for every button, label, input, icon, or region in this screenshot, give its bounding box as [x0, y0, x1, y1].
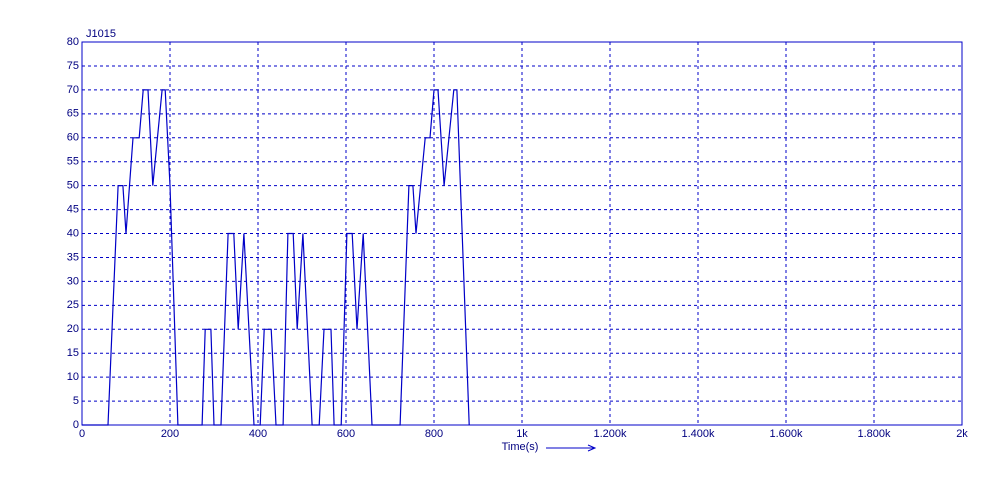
y-tick-label: 40: [67, 227, 79, 239]
x-tick-label: 1.600k: [769, 428, 803, 440]
y-tick-label: 10: [67, 371, 79, 383]
y-tick-label: 55: [67, 156, 79, 168]
axis-arrow-head: [587, 444, 597, 452]
y-tick-label: 30: [67, 275, 79, 287]
x-tick-label: 2k: [956, 428, 968, 440]
y-tick-label: 25: [67, 299, 79, 311]
x-tick-label: 400: [249, 428, 267, 440]
x-tick-label: 1.400k: [681, 428, 715, 440]
chart-title: J1015: [86, 28, 116, 40]
x-tick-label: 800: [425, 428, 443, 440]
y-tick-label: 50: [67, 180, 79, 192]
y-tick-label: 5: [73, 395, 79, 407]
x-tick-label: 600: [337, 428, 355, 440]
y-tick-label: 80: [67, 36, 79, 48]
x-tick-label: 0: [79, 428, 85, 440]
y-tick-label: 20: [67, 323, 79, 335]
line-series: [82, 89, 470, 426]
y-tick-label: 45: [67, 203, 79, 215]
y-tick-label: 35: [67, 251, 79, 263]
x-axis-label: Time(s): [502, 441, 539, 453]
y-tick-label: 15: [67, 347, 79, 359]
y-tick-label: 0: [73, 419, 79, 431]
x-tick-label: 200: [161, 428, 179, 440]
x-tick-label: 1k: [516, 428, 528, 440]
y-tick-label: 75: [67, 60, 79, 72]
y-tick-label: 60: [67, 132, 79, 144]
y-tick-label: 65: [67, 108, 79, 120]
x-tick-label: 1.200k: [593, 428, 627, 440]
y-tick-label: 70: [67, 84, 79, 96]
x-tick-label: 1.800k: [857, 428, 891, 440]
